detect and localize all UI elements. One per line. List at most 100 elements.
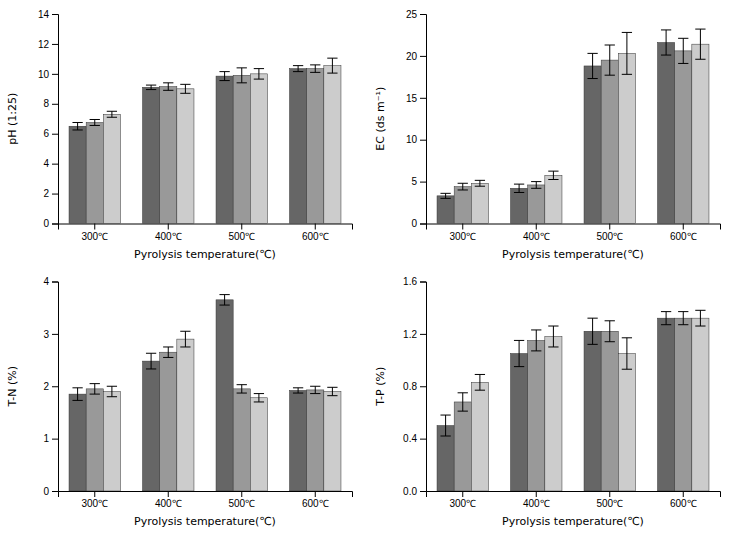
error-bar-line [445, 415, 446, 436]
error-bar [531, 182, 541, 189]
error-bar-cap [587, 318, 597, 319]
error-bar-cap [458, 411, 468, 412]
y-tick: 2 [43, 188, 58, 199]
bar [233, 389, 250, 491]
error-bar-cap [107, 396, 117, 397]
y-tick: 1 [43, 433, 58, 444]
x-tick-mark [536, 491, 537, 497]
bar-series [69, 66, 307, 224]
error-bar-cap [237, 384, 247, 385]
error-bar-cap [310, 64, 320, 65]
y-tick: 10 [406, 134, 426, 145]
y-tick: 25 [406, 9, 426, 20]
x-tick: 600℃ [302, 491, 329, 509]
figure: 02468101214300℃400℃500℃600℃Pyrolysis tem… [0, 0, 736, 535]
error-bar-cap [695, 29, 705, 30]
x-tick-mark [315, 224, 316, 230]
bar [601, 60, 618, 223]
error-bar-line [445, 193, 446, 198]
error-bar-line [479, 374, 480, 390]
error-bar-cap [661, 55, 671, 56]
x-tick-mark [683, 224, 684, 230]
axis-line [427, 492, 721, 498]
error-bar-cap [254, 68, 264, 69]
y-tick-mark [52, 104, 58, 105]
y-tick-mark [52, 386, 58, 387]
x-tick: 500℃ [596, 224, 623, 242]
error-bar [587, 53, 597, 78]
error-bar-cap [219, 71, 229, 72]
axis-line [427, 224, 721, 230]
y-tick: 0 [43, 486, 58, 497]
error-bar-cap [237, 82, 247, 83]
y-tick-mark [52, 439, 58, 440]
error-bar-cap [458, 183, 468, 184]
error-bar [548, 171, 558, 179]
y-tick-label: 6 [43, 128, 49, 139]
bar-series [471, 29, 709, 223]
bar [511, 188, 528, 223]
y-axis: 01234 [43, 276, 58, 497]
y-tick-label: 0.4 [403, 433, 417, 444]
error-bar-line [168, 83, 169, 90]
error-bar-line [462, 393, 463, 411]
y-tick: 0 [43, 218, 58, 229]
error-bar-line [700, 310, 701, 326]
error-bar [605, 45, 615, 75]
error-bar [293, 66, 303, 72]
bar [233, 75, 250, 223]
error-bar-cap [163, 90, 173, 91]
error-bar-line [592, 318, 593, 344]
y-tick: 20 [406, 51, 426, 62]
y-axis-title: EC (ds m⁻¹) [374, 87, 387, 151]
error-bar-cap [678, 38, 688, 39]
x-tick-mark [609, 491, 610, 497]
error-bar-cap [254, 393, 264, 394]
error-bar [180, 331, 190, 347]
bar-series [471, 310, 709, 491]
axis-line [59, 224, 353, 230]
y-tick: 0.4 [403, 433, 426, 444]
bar [177, 339, 194, 491]
y-tick-mark [420, 14, 426, 15]
bar [675, 318, 692, 491]
y-tick-label: 0 [43, 486, 49, 497]
x-tick-label: 400℃ [155, 231, 182, 242]
y-tick: 1.6 [403, 276, 426, 287]
error-bar [327, 387, 337, 395]
error-bar-cap [180, 84, 190, 85]
error-bar [163, 347, 173, 357]
y-tick-mark [420, 334, 426, 335]
error-bar-cap [219, 294, 229, 295]
error-bar-line [298, 66, 299, 72]
x-tick-label: 400℃ [155, 498, 182, 509]
error-bar [622, 338, 632, 369]
bar [103, 391, 120, 491]
error-bar-cap [440, 415, 450, 416]
error-bar-line [332, 387, 333, 395]
error-bar-cap [107, 111, 117, 112]
x-tick-mark [462, 224, 463, 230]
x-tick-mark [609, 224, 610, 230]
error-bar-cap [548, 179, 558, 180]
error-bar-line [683, 312, 684, 325]
error-bar-line [151, 85, 152, 89]
y-tick-mark [420, 140, 426, 141]
bar [437, 196, 454, 224]
y-tick-label: 25 [406, 9, 418, 20]
error-bar-cap [327, 387, 337, 388]
panel: 01234300℃400℃500℃600℃Pyrolysis temperatu… [6, 276, 353, 528]
error-bar [72, 122, 82, 129]
x-axis-title: Pyrolysis temperature(℃) [502, 515, 644, 528]
error-bar [254, 69, 264, 79]
y-tick-label: 5 [411, 176, 417, 187]
error-bar-line [536, 182, 537, 189]
bar [69, 126, 86, 223]
error-bar-cap [327, 395, 337, 396]
error-bar-cap [327, 58, 337, 59]
x-tick-mark [94, 491, 95, 497]
error-bar-line [519, 184, 520, 192]
error-bar-line [77, 388, 78, 401]
error-bar-cap [310, 393, 320, 394]
error-bar [678, 38, 688, 63]
